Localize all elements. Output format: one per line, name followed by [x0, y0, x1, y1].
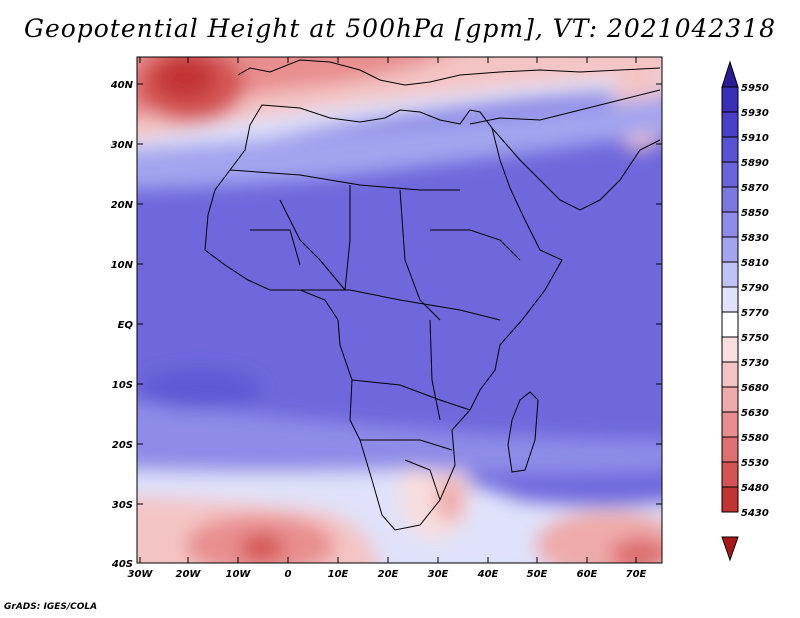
colorbar-label: 5480 [741, 483, 769, 494]
colorbar-label: 5770 [741, 308, 769, 319]
lat-label: 20N [111, 200, 134, 211]
latitude-labels: 40N 30N 20N 10N EQ 10S 20S 30S 40S [110, 80, 134, 570]
colorbar-cell [721, 161, 739, 188]
lon-label: 10W [226, 569, 252, 580]
lon-label: 10E [328, 569, 349, 580]
colorbar-bottom-triangle [721, 536, 739, 562]
lat-label: 30N [111, 140, 134, 151]
colorbar-cell [721, 386, 739, 413]
colorbar: 5950 5930 5910 5890 5870 5850 5830 5810 … [721, 60, 769, 562]
lon-label: 50E [527, 569, 548, 580]
colorbar-cell [721, 486, 739, 513]
colorbar-label: 5930 [741, 108, 769, 119]
colorbar-label: 5530 [741, 458, 769, 469]
colorbar-label: 5430 [741, 508, 769, 519]
colorbar-cell [721, 311, 739, 338]
map-frame [136, 56, 663, 564]
colorbar-label: 5890 [741, 158, 769, 169]
lon-label: 60E [577, 569, 598, 580]
colorbar-label: 5810 [741, 258, 769, 269]
lat-label: 10N [111, 260, 134, 271]
colorbar-label: 5630 [741, 408, 769, 419]
map-title: Geopotential Height at 500hPa [gpm], VT:… [23, 14, 777, 43]
colorbar-cell [721, 286, 739, 313]
colorbar-top-triangle [721, 60, 739, 88]
colorbar-cell [721, 211, 739, 238]
lat-label: 40S [111, 559, 133, 570]
lat-label: EQ [118, 320, 134, 331]
colorbar-cell [721, 136, 739, 163]
colorbar-label: 5910 [741, 133, 769, 144]
colorbar-cell [721, 461, 739, 488]
lon-label: 20W [176, 569, 202, 580]
colorbar-cell [721, 411, 739, 438]
colorbar-label: 5850 [741, 208, 769, 219]
colorbar-label: 5680 [741, 383, 769, 394]
longitude-labels: 30W 20W 10W 0 10E 20E 30E 40E 50E 60E 70… [128, 569, 647, 580]
colorbar-label: 5580 [741, 433, 769, 444]
lon-label: 30E [428, 569, 449, 580]
colorbar-label: 5730 [741, 358, 769, 369]
colorbar-cell [721, 436, 739, 463]
lat-label: 30S [112, 500, 133, 511]
lon-label: 20E [378, 569, 399, 580]
lat-label: 40N [110, 80, 134, 91]
axis-ticks [137, 57, 662, 564]
colorbar-cell [721, 186, 739, 213]
colorbar-label: 5830 [741, 233, 769, 244]
lon-label: 0 [285, 569, 292, 580]
lon-label: 70E [626, 569, 647, 580]
colorbar-label: 5750 [741, 333, 769, 344]
lon-label: 40E [477, 569, 499, 580]
colorbar-cell [721, 111, 739, 138]
colorbar-cell [721, 361, 739, 388]
colorbar-cell [721, 236, 739, 263]
colorbar-cell [721, 86, 739, 113]
lon-label: 30W [128, 569, 154, 580]
colorbar-label: 5790 [741, 283, 769, 294]
colorbar-label: 5870 [741, 183, 769, 194]
footer-credit: GrADS: IGES/COLA [4, 602, 98, 612]
lat-label: 10S [112, 380, 133, 391]
lat-label: 20S [112, 440, 133, 451]
coastlines [204, 59, 661, 531]
colorbar-label: 5950 [741, 83, 769, 94]
colorbar-cell [721, 336, 739, 363]
colorbar-cell [721, 261, 739, 288]
height-field [137, 57, 662, 563]
